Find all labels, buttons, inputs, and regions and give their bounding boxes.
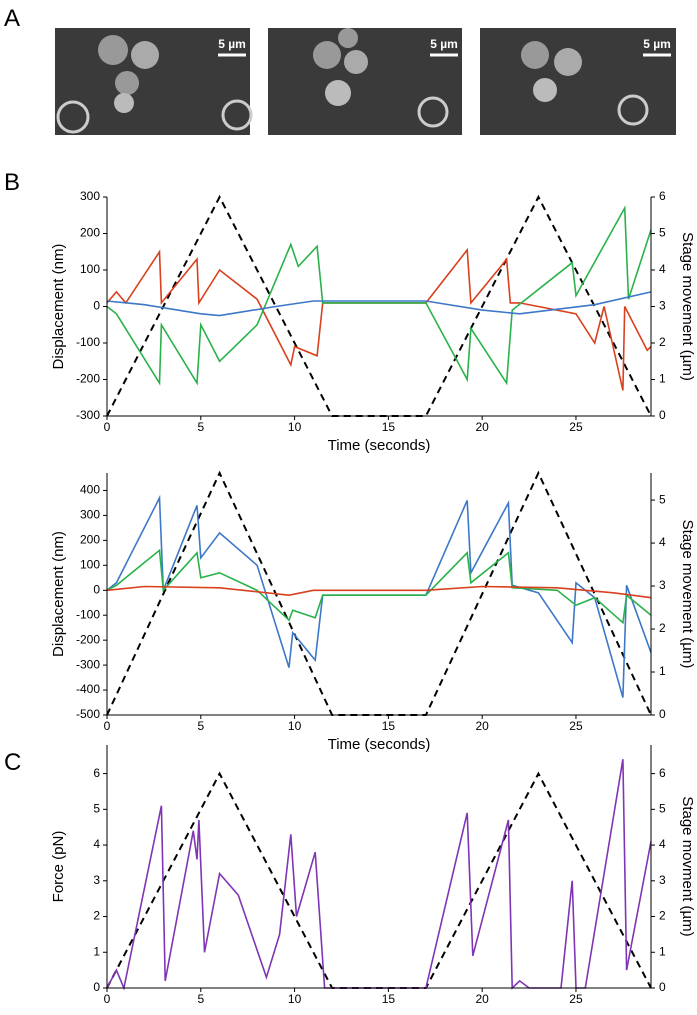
micrograph: 5 µm bbox=[480, 28, 676, 135]
x-tick-label: 10 bbox=[288, 719, 302, 733]
y2-axis-label: Stage movement (µm) bbox=[679, 232, 696, 381]
y-tick-label: 400 bbox=[80, 483, 100, 497]
x-tick-label: 20 bbox=[475, 719, 489, 733]
y-tick-label: -200 bbox=[76, 372, 100, 386]
y2-tick-label: 3 bbox=[659, 873, 666, 887]
x-tick-label: 15 bbox=[382, 719, 396, 733]
stage-line bbox=[106, 194, 652, 417]
x-tick-label: 5 bbox=[197, 420, 204, 434]
y2-tick-label: 5 bbox=[659, 492, 666, 506]
x-tick-label: 25 bbox=[569, 420, 583, 434]
y2-axis-label: Stage movement (µm) bbox=[679, 520, 696, 669]
y2-tick-label: 2 bbox=[659, 621, 666, 635]
y-tick-label: -100 bbox=[76, 607, 100, 621]
y2-tick-label: 5 bbox=[659, 801, 666, 815]
panel-label: C bbox=[4, 749, 21, 776]
stage-line bbox=[106, 470, 652, 716]
y-tick-label: 4 bbox=[93, 837, 100, 851]
x-tick-label: 20 bbox=[475, 420, 489, 434]
y-tick-label: -200 bbox=[76, 632, 100, 646]
x-tick-label: 10 bbox=[288, 992, 302, 1006]
scale-bar-label: 5 µm bbox=[643, 37, 671, 51]
x-tick-label: 15 bbox=[382, 992, 396, 1006]
y2-axis-label: Stage movment (µm) bbox=[679, 796, 696, 936]
y2-tick-label: 2 bbox=[659, 335, 666, 349]
y2-tick-label: 3 bbox=[659, 299, 666, 313]
x-tick-label: 0 bbox=[104, 420, 111, 434]
x-tick-label: 0 bbox=[104, 719, 111, 733]
y2-tick-label: 6 bbox=[659, 766, 666, 780]
micrograph: 5 µm bbox=[55, 28, 253, 135]
y2-tick-label: 4 bbox=[659, 837, 666, 851]
y2-tick-label: 0 bbox=[659, 707, 666, 721]
y-axis-label: Displacement (nm) bbox=[50, 244, 67, 370]
data-line bbox=[106, 205, 652, 386]
x-tick-label: 15 bbox=[382, 420, 396, 434]
data-line bbox=[106, 585, 652, 599]
y-tick-label: -300 bbox=[76, 657, 100, 671]
data-line bbox=[106, 759, 652, 991]
y-tick-label: 1 bbox=[93, 944, 100, 958]
x-tick-label: 20 bbox=[475, 992, 489, 1006]
y-tick-label: -100 bbox=[76, 335, 100, 349]
y2-tick-label: 6 bbox=[659, 189, 666, 203]
y-tick-label: 100 bbox=[80, 262, 100, 276]
y-tick-label: 300 bbox=[80, 508, 100, 522]
y-tick-label: -500 bbox=[76, 707, 100, 721]
x-tick-label: 25 bbox=[569, 992, 583, 1006]
y2-tick-label: 0 bbox=[659, 408, 666, 422]
data-line bbox=[106, 291, 652, 317]
scale-bar-label: 5 µm bbox=[218, 37, 246, 51]
y2-tick-label: 3 bbox=[659, 578, 666, 592]
micrograph: 5 µm bbox=[268, 28, 462, 135]
y2-tick-label: 5 bbox=[659, 226, 666, 240]
stage-line bbox=[106, 771, 652, 989]
y-tick-label: -300 bbox=[76, 408, 100, 422]
y-tick-label: 200 bbox=[80, 226, 100, 240]
y2-tick-label: 2 bbox=[659, 909, 666, 923]
x-axis-label: Time (seconds) bbox=[328, 736, 431, 753]
y2-tick-label: 1 bbox=[659, 664, 666, 678]
x-tick-label: 10 bbox=[288, 420, 302, 434]
y2-tick-label: 4 bbox=[659, 262, 666, 276]
y-tick-label: 200 bbox=[80, 533, 100, 547]
y-tick-label: 300 bbox=[80, 189, 100, 203]
y-tick-label: 3 bbox=[93, 873, 100, 887]
y-tick-label: 0 bbox=[93, 980, 100, 994]
panel-label: B bbox=[4, 169, 20, 196]
y-tick-label: 100 bbox=[80, 557, 100, 571]
y-axis-label: Force (pN) bbox=[50, 831, 67, 903]
x-tick-label: 25 bbox=[569, 719, 583, 733]
x-axis-label: Time (seconds) bbox=[328, 437, 431, 454]
y-axis-label: Displacement (nm) bbox=[50, 531, 67, 657]
y2-tick-label: 1 bbox=[659, 372, 666, 386]
panel-label: A bbox=[4, 5, 20, 32]
x-tick-label: 5 bbox=[197, 992, 204, 1006]
data-line bbox=[106, 548, 652, 625]
y-tick-label: 2 bbox=[93, 909, 100, 923]
y-tick-label: 6 bbox=[93, 766, 100, 780]
y-tick-label: 0 bbox=[93, 299, 100, 313]
y2-tick-label: 1 bbox=[659, 944, 666, 958]
data-line bbox=[106, 494, 652, 698]
y-tick-label: 5 bbox=[93, 801, 100, 815]
x-tick-label: 5 bbox=[197, 719, 204, 733]
scale-bar-label: 5 µm bbox=[430, 37, 458, 51]
y-tick-label: 0 bbox=[93, 582, 100, 596]
y2-tick-label: 0 bbox=[659, 980, 666, 994]
y2-tick-label: 4 bbox=[659, 535, 666, 549]
y-tick-label: -400 bbox=[76, 682, 100, 696]
x-tick-label: 0 bbox=[104, 992, 111, 1006]
